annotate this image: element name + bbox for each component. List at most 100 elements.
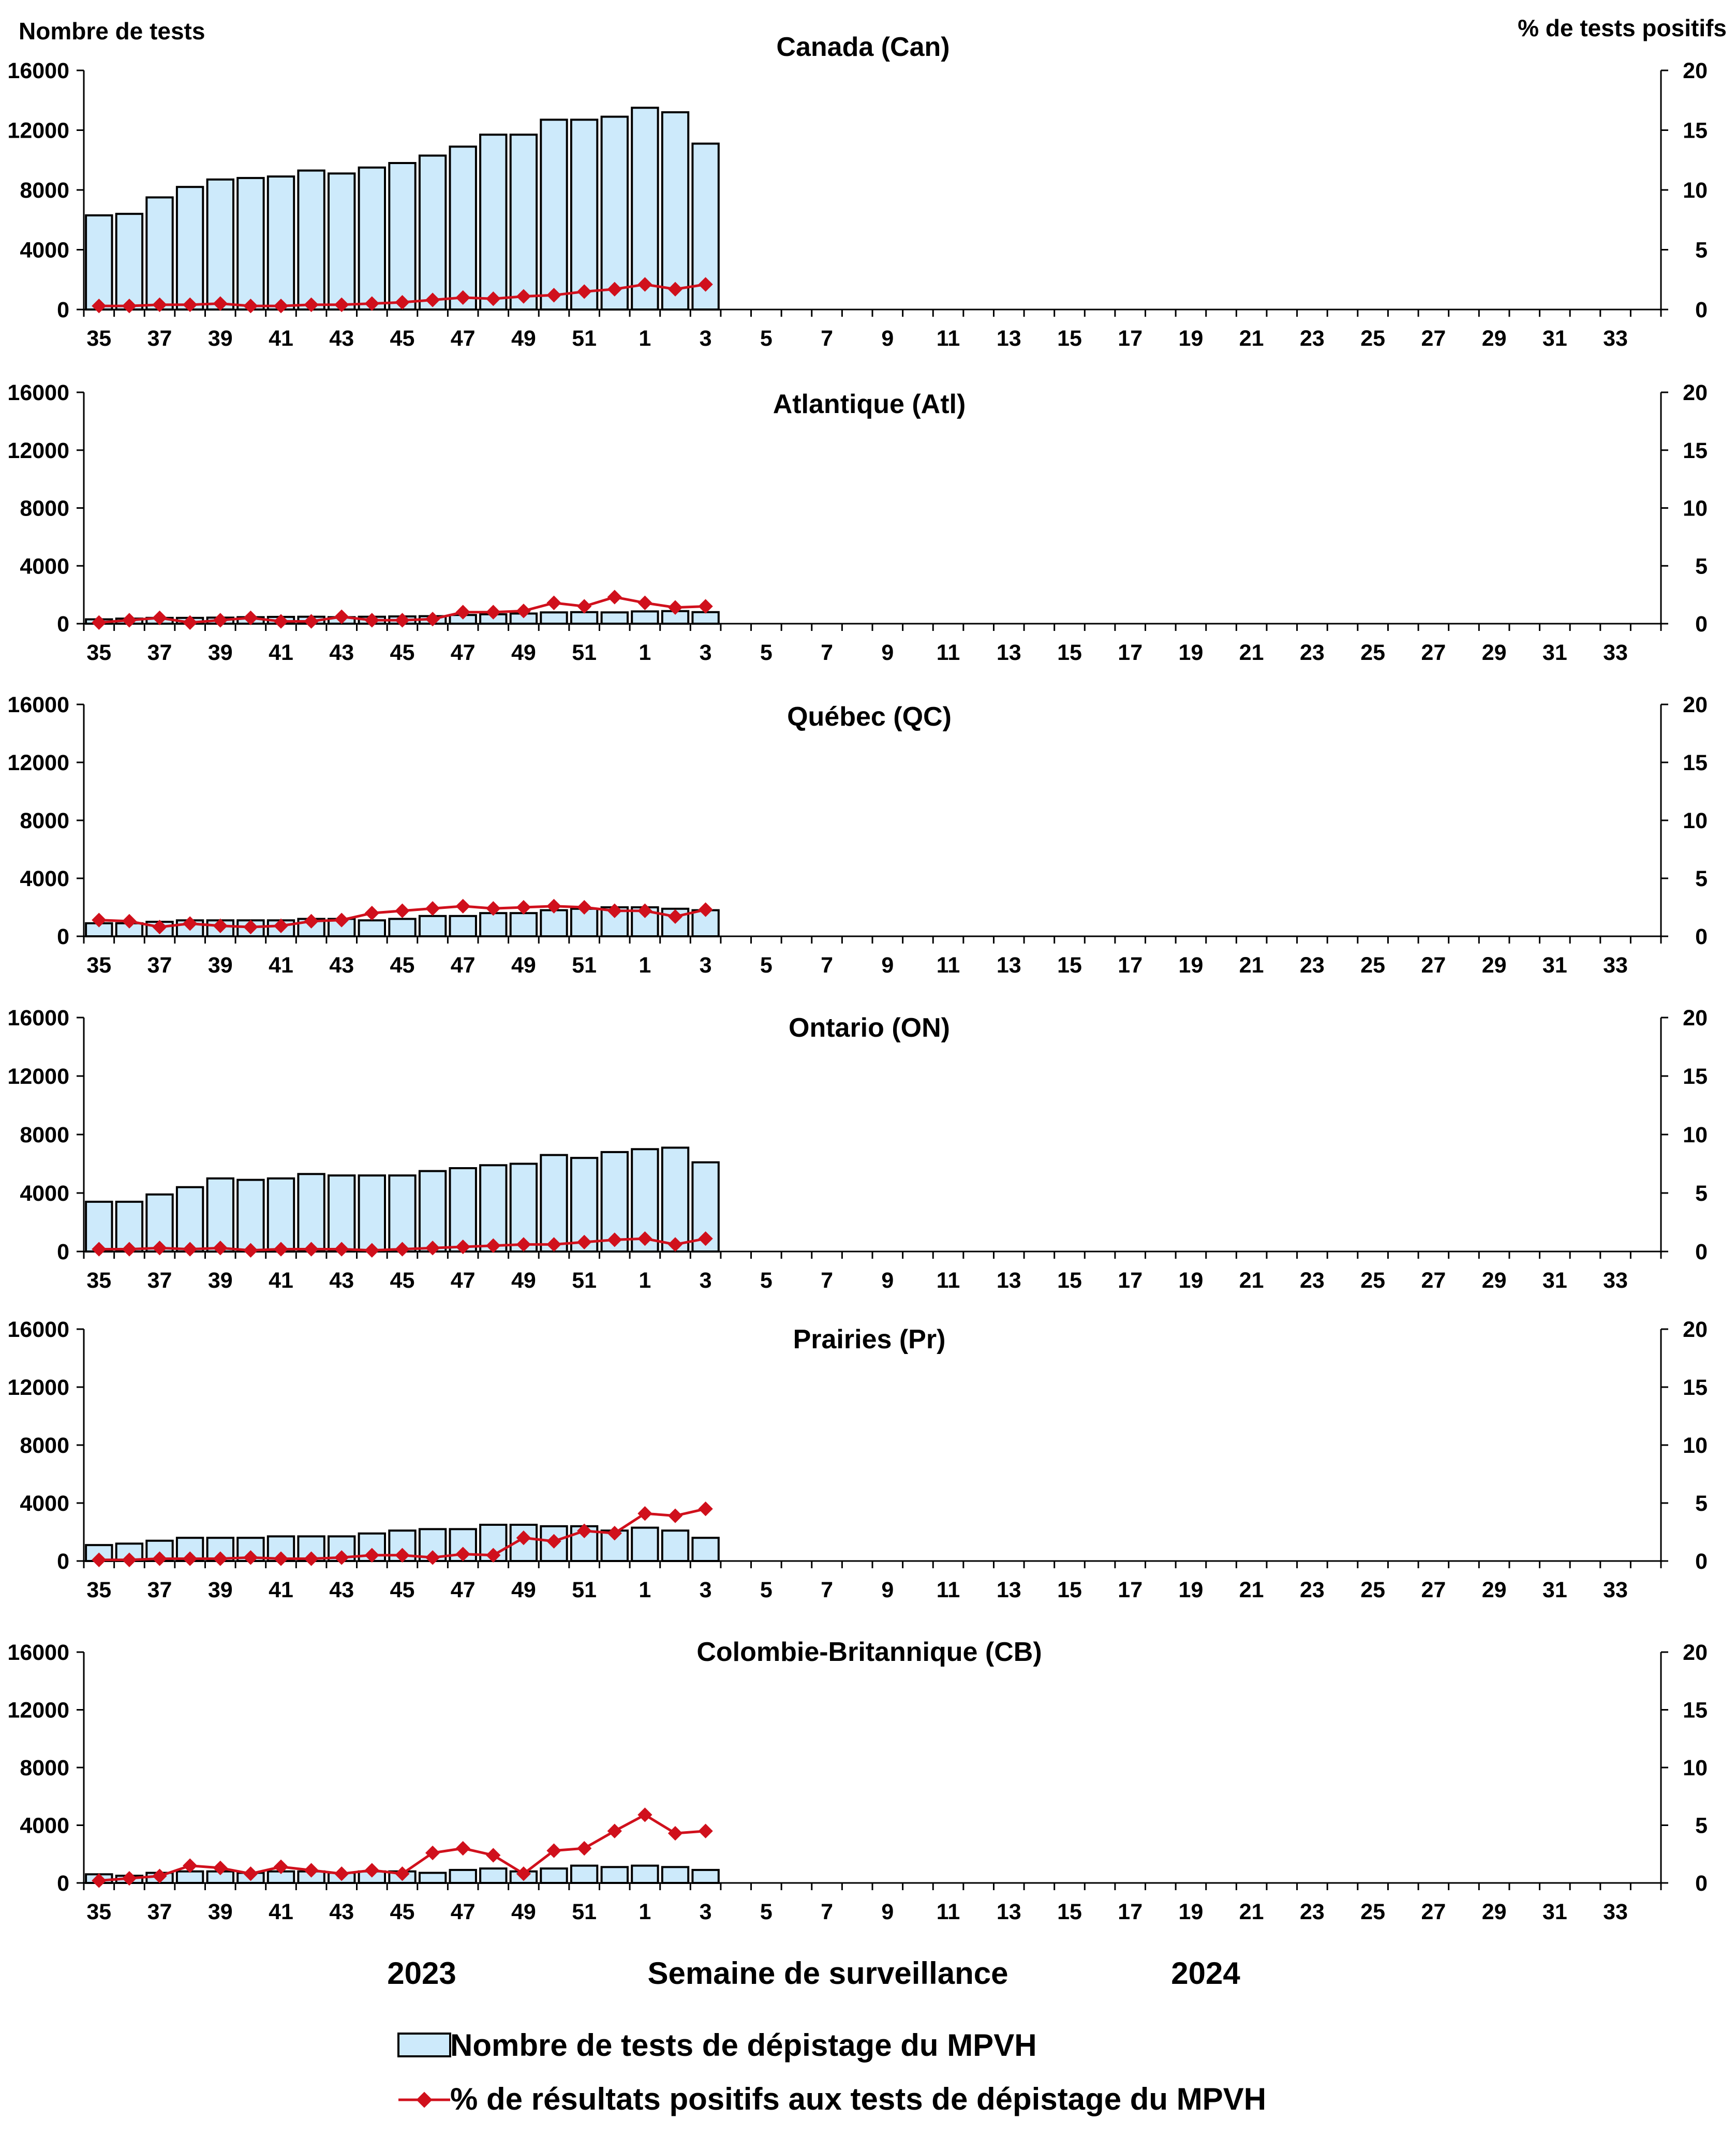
- panel-canada: Canada (Can)0400080001200016000051015203…: [7, 32, 1708, 351]
- x-axis-title: Semaine de surveillance: [647, 1956, 1008, 1991]
- bar-week-48: [479, 134, 508, 311]
- bar-week-45: [388, 162, 417, 311]
- percent-point-week-52: [607, 590, 622, 605]
- legend: Nombre de tests de dépistage du MPVH % d…: [397, 2028, 1266, 2116]
- x-tick-label: 1: [639, 1900, 651, 1924]
- x-tick-label: 29: [1482, 1900, 1507, 1924]
- percent-point-week-42: [304, 914, 319, 929]
- percent-point-week-39: [213, 1241, 228, 1256]
- x-tick-label: 49: [511, 1578, 536, 1602]
- year-2023-label: 2023: [387, 1956, 456, 1991]
- x-tick-label: 43: [329, 640, 354, 665]
- percent-point-week-42: [304, 1551, 319, 1566]
- bar-week-38: [175, 1870, 204, 1884]
- x-tick-label: 11: [937, 640, 960, 665]
- x-tick-label: 33: [1603, 953, 1628, 978]
- bar-week-46: [418, 154, 447, 311]
- x-tick-label: 15: [1057, 640, 1082, 665]
- x-tick-label: 45: [390, 326, 415, 351]
- x-tick-label: 41: [269, 640, 293, 665]
- y-left-tick-label: 12000: [7, 119, 69, 143]
- x-tick-label: 43: [329, 1578, 354, 1602]
- bar-week-39: [206, 178, 235, 311]
- y-right-tick-label: 15: [1683, 750, 1708, 775]
- bar-week-2: [661, 111, 690, 311]
- panel-title: Ontario (ON): [789, 1013, 950, 1043]
- panel-quebec: Québec (QC)04000800012000160000510152035…: [7, 693, 1708, 978]
- percent-point-week-36: [122, 1552, 137, 1567]
- percent-point-week-45: [395, 1242, 410, 1257]
- panel-atlantique: Atlantique (Atl) 0 4000 8000 12000 16000 0 5 10 1…: [7, 380, 1708, 665]
- x-tick-label: 47: [451, 953, 476, 978]
- percent-point-week-38: [183, 1242, 198, 1257]
- y-left-tick-label: 8000: [20, 1123, 69, 1147]
- x-tick-label: 31: [1542, 953, 1567, 978]
- percent-point-week-52: [607, 1232, 622, 1247]
- y-left-tick-label: 16000: [7, 1317, 69, 1342]
- x-tick-label: 33: [1603, 640, 1628, 665]
- percent-point-week-47: [455, 1840, 470, 1856]
- y-left-tick-label: 8000: [20, 496, 69, 521]
- percent-point-week-40: [243, 1550, 258, 1565]
- percent-point-week-2: [667, 1508, 683, 1523]
- bar-week-43: [328, 172, 356, 311]
- percent-point-week-46: [425, 1550, 440, 1565]
- percent-point-week-47: [455, 1239, 470, 1255]
- percent-point-week-41: [273, 298, 289, 314]
- x-tick-label: 5: [760, 326, 773, 351]
- year-2024-label: 2024: [1171, 1956, 1240, 1991]
- percent-point-week-1: [637, 1231, 652, 1246]
- x-tick-label: 51: [572, 1578, 597, 1602]
- y-left-tick-label: 8000: [20, 1756, 69, 1780]
- percent-point-week-43: [334, 1866, 349, 1881]
- x-tick-label: 13: [997, 1268, 1021, 1293]
- x-tick-label: 47: [451, 326, 476, 351]
- percent-point-week-3: [698, 1823, 713, 1838]
- x-tick-label: 25: [1360, 640, 1385, 665]
- percent-point-week-35: [92, 1242, 107, 1257]
- x-tick-label: 13: [997, 640, 1021, 665]
- percent-point-week-2: [667, 282, 683, 297]
- percent-point-week-45: [395, 613, 410, 628]
- x-tick-label: 31: [1542, 1268, 1567, 1293]
- x-tick-label: 39: [208, 1900, 233, 1924]
- percent-point-week-36: [122, 613, 137, 628]
- x-tick-label: 51: [572, 1900, 597, 1924]
- x-tick-label: 41: [269, 1268, 293, 1293]
- percent-point-week-3: [698, 1501, 713, 1516]
- y-right-tick-label: 10: [1683, 496, 1708, 521]
- bar-week-43: [328, 1174, 356, 1253]
- bar-week-2: [661, 1146, 690, 1253]
- panel-ontario: Ontario (ON)0400080001200016000051015203…: [7, 1006, 1708, 1293]
- percent-point-week-40: [243, 610, 258, 625]
- percent-point-week-39: [213, 1551, 228, 1566]
- x-tick-label: 21: [1239, 640, 1264, 665]
- x-tick-label: 19: [1179, 953, 1204, 978]
- x-tick-label: 35: [86, 640, 111, 665]
- x-tick-label: 15: [1057, 1268, 1082, 1293]
- x-tick-label: 3: [700, 1900, 712, 1924]
- x-tick-label: 29: [1482, 640, 1507, 665]
- percent-point-week-38: [183, 297, 198, 312]
- percent-point-week-38: [183, 1551, 198, 1566]
- x-tick-label: 21: [1239, 326, 1264, 351]
- y-left-tick-label: 4000: [20, 554, 69, 579]
- percent-point-week-2: [667, 909, 683, 924]
- y-left-tick-label: 16000: [7, 1640, 69, 1665]
- percent-point-week-37: [152, 610, 167, 625]
- bar-week-44: [358, 1174, 386, 1253]
- x-tick-label: 43: [329, 1900, 354, 1924]
- x-tick-label: 33: [1603, 1900, 1628, 1924]
- y-right-tick-label: 15: [1683, 1698, 1708, 1723]
- y-right-tick-label: 10: [1683, 1756, 1708, 1780]
- y-right-tick-label: 5: [1695, 1814, 1708, 1838]
- x-tick-label: 7: [821, 953, 833, 978]
- percent-point-week-1: [637, 1807, 652, 1822]
- x-tick-label: 11: [937, 1268, 960, 1293]
- x-tick-label: 33: [1603, 326, 1628, 351]
- x-tick-label: 45: [390, 640, 415, 665]
- y-left-tick-label: 0: [57, 1871, 69, 1896]
- x-tick-label: 21: [1239, 1900, 1264, 1924]
- x-tick-label: 7: [821, 640, 833, 665]
- x-tick-label: 9: [881, 326, 894, 351]
